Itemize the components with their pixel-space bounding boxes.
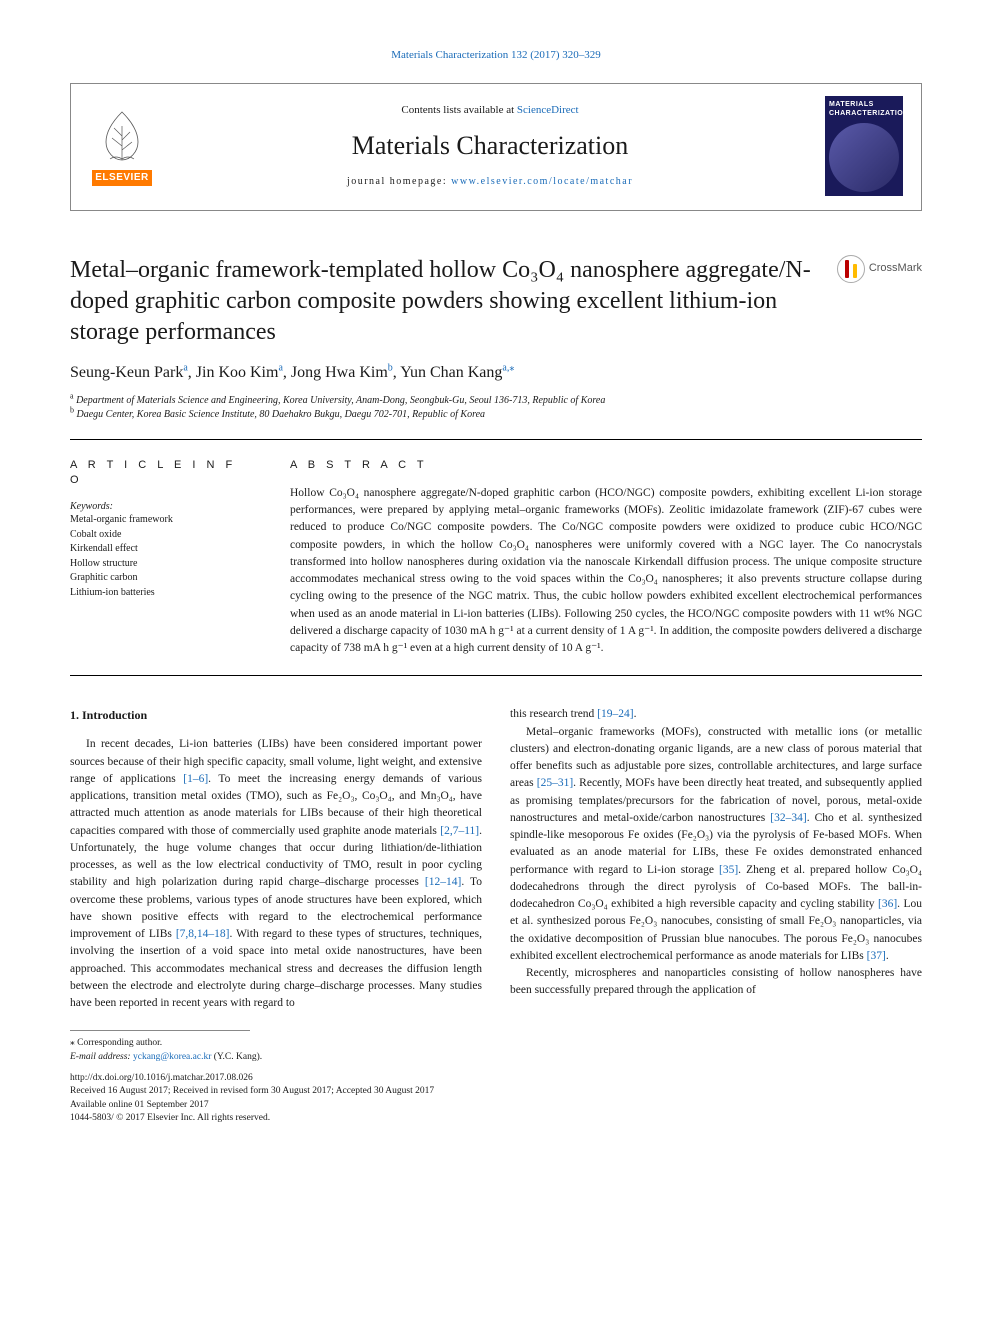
- received-line: Received 16 August 2017; Received in rev…: [70, 1085, 922, 1098]
- footnote-rule: [70, 1030, 250, 1031]
- divider: [70, 439, 922, 440]
- divider: [70, 675, 922, 676]
- sciencedirect-link[interactable]: ScienceDirect: [517, 104, 579, 116]
- elsevier-wordmark: ELSEVIER: [92, 170, 151, 186]
- journal-title: Materials Characterization: [169, 128, 811, 163]
- section-heading-introduction: 1. Introduction: [70, 706, 482, 724]
- body-columns: 1. Introduction In recent decades, Li-io…: [70, 706, 922, 1012]
- running-head: Materials Characterization 132 (2017) 32…: [70, 48, 922, 63]
- column-2: this research trend [19–24]. Metal–organ…: [510, 706, 922, 1012]
- keyword: Hollow structure: [70, 557, 250, 572]
- corresponding-email-link[interactable]: yckang@korea.ac.kr: [133, 1052, 211, 1062]
- paragraph: this research trend [19–24].: [510, 706, 922, 723]
- column-1: 1. Introduction In recent decades, Li-io…: [70, 706, 482, 1012]
- running-head-link[interactable]: Materials Characterization 132 (2017) 32…: [391, 49, 601, 61]
- keyword: Cobalt oxide: [70, 528, 250, 543]
- authors-line: Seung-Keun Parka, Jin Koo Kima, Jong Hwa…: [70, 362, 922, 384]
- publisher-logo-block: ELSEVIER: [89, 106, 155, 186]
- email-label: E-mail address:: [70, 1052, 133, 1062]
- journal-homepage-link[interactable]: www.elsevier.com/locate/matchar: [451, 176, 633, 187]
- corresponding-author-note: ⁎ Corresponding author.: [70, 1037, 922, 1050]
- keywords-list: Metal-organic framework Cobalt oxide Kir…: [70, 513, 250, 600]
- abstract-text: Hollow Co₃O₄ nanosphere aggregate/N-dope…: [290, 485, 922, 658]
- affiliations: a Department of Materials Science and En…: [70, 394, 922, 421]
- article-info-heading: A R T I C L E I N F O: [70, 458, 250, 488]
- crossmark-badge[interactable]: CrossMark: [837, 255, 922, 283]
- elsevier-tree-icon: [92, 106, 152, 166]
- available-line: Available online 01 September 2017: [70, 1099, 922, 1112]
- crossmark-icon: [842, 260, 860, 278]
- homepage-line: journal homepage: www.elsevier.com/locat…: [169, 175, 811, 189]
- keyword: Lithium-ion batteries: [70, 586, 250, 601]
- affiliation-b: b Daegu Center, Korea Basic Science Inst…: [70, 408, 922, 422]
- keyword: Graphitic carbon: [70, 571, 250, 586]
- abstract-heading: A B S T R A C T: [290, 458, 922, 473]
- homepage-prefix: journal homepage:: [347, 176, 451, 187]
- journal-masthead: ELSEVIER Contents lists available at Sci…: [70, 83, 922, 211]
- journal-cover-thumb: MATERIALS CHARACTERIZATION: [825, 96, 903, 196]
- paragraph: Recently, microspheres and nanoparticles…: [510, 965, 922, 1000]
- copyright-line: 1044-5803/ © 2017 Elsevier Inc. All righ…: [70, 1112, 922, 1125]
- contents-line: Contents lists available at ScienceDirec…: [169, 103, 811, 118]
- cover-image: [829, 123, 899, 192]
- keywords-label: Keywords:: [70, 500, 250, 514]
- keyword: Metal-organic framework: [70, 513, 250, 528]
- contents-prefix: Contents lists available at: [401, 104, 516, 116]
- affiliation-a: a Department of Materials Science and En…: [70, 394, 922, 408]
- paragraph: In recent decades, Li-ion batteries (LIB…: [70, 736, 482, 1012]
- paragraph: Metal–organic frameworks (MOFs), constru…: [510, 724, 922, 966]
- email-suffix: (Y.C. Kang).: [211, 1052, 262, 1062]
- keyword: Kirkendall effect: [70, 542, 250, 557]
- cover-title: MATERIALS CHARACTERIZATION: [829, 100, 899, 119]
- email-line: E-mail address: yckang@korea.ac.kr (Y.C.…: [70, 1051, 922, 1064]
- article-title: Metal–organic framework-templated hollow…: [70, 255, 817, 349]
- doi-link[interactable]: http://dx.doi.org/10.1016/j.matchar.2017…: [70, 1073, 253, 1083]
- crossmark-label: CrossMark: [869, 261, 922, 276]
